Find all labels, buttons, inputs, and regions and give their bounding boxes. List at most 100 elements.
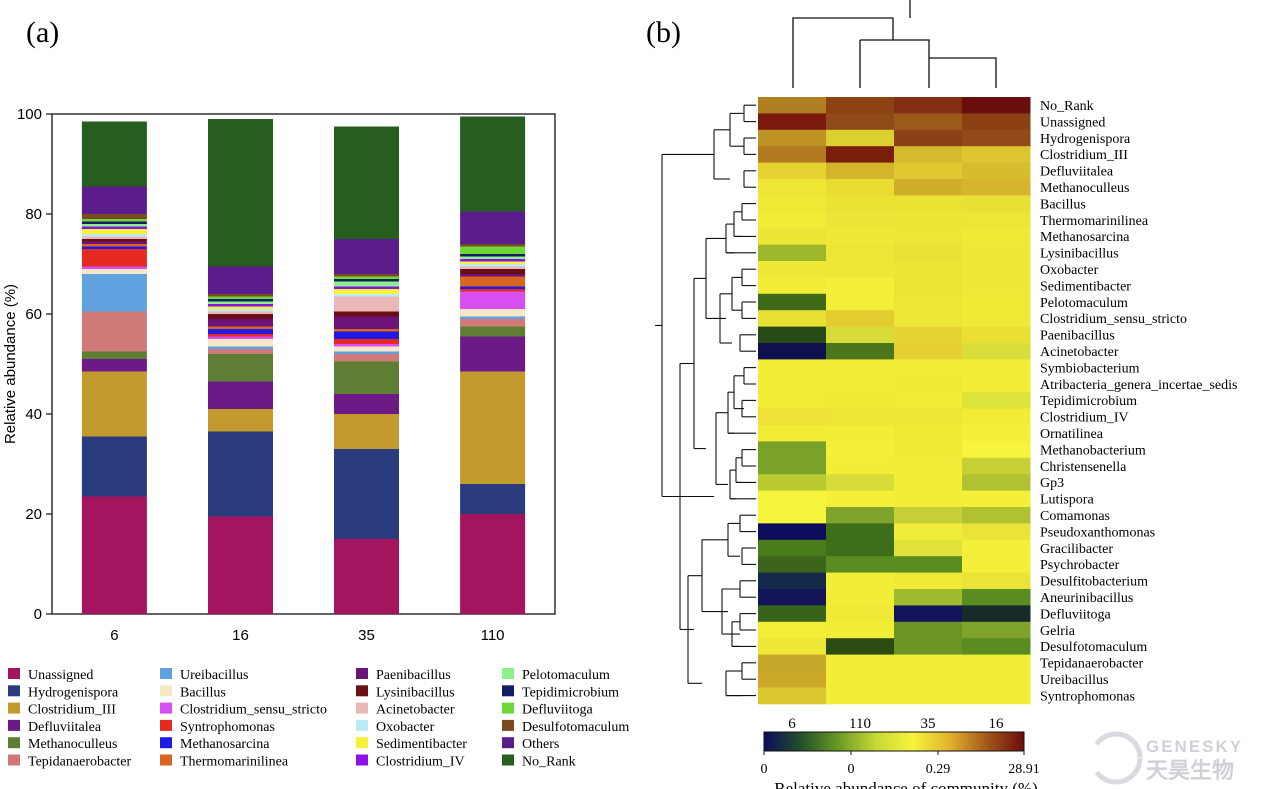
bar-segment [208, 294, 273, 297]
logo-brand-cn: 天昊生物 [1146, 758, 1234, 783]
bar-segment [460, 254, 526, 257]
bar-segment [460, 259, 526, 262]
heatmap-cell [758, 343, 827, 360]
heatmap-cell [894, 621, 963, 639]
legend-label: Paenibacillus [376, 668, 451, 683]
heatmap-cell [962, 490, 1031, 508]
bar-segment [81, 234, 147, 237]
legend-swatch [356, 737, 368, 749]
bar-segment [460, 514, 526, 614]
bar-segment [208, 319, 273, 327]
row-label: Christensenella [1040, 460, 1127, 475]
legend-swatch [356, 702, 368, 714]
bar-segment [81, 214, 147, 219]
bar-segment [334, 296, 399, 312]
bar-segment [460, 316, 526, 319]
bar-segment [334, 274, 399, 277]
heatmap-cell [826, 310, 895, 328]
heatmap-cell [826, 474, 895, 492]
legend-swatch [8, 719, 20, 731]
legend-label: Methanosarcina [180, 737, 270, 752]
legend-label: Methanoculleus [28, 737, 117, 752]
legend-label: Oxobacter [376, 720, 435, 735]
heatmap-cell [894, 572, 963, 590]
bar-segment [460, 291, 526, 309]
heatmap-cell [962, 474, 1031, 492]
heatmap-cell [758, 539, 827, 557]
heatmap-cell [962, 539, 1031, 557]
heatmap-cell [894, 310, 963, 328]
heatmap-cell [962, 310, 1031, 328]
legend-swatch [502, 719, 514, 731]
heatmap-cell [894, 589, 963, 606]
heatmap-cell [826, 523, 895, 541]
legend-swatch [356, 719, 368, 731]
heatmap-cell [758, 572, 827, 590]
heatmap-cell [962, 556, 1031, 574]
y-tick-label: 80 [25, 206, 42, 223]
row-label: Unassigned [1040, 115, 1105, 130]
heatmap-cell [962, 113, 1031, 131]
heatmap-cell [758, 195, 827, 213]
row-label: Symbiobacterium [1040, 361, 1140, 376]
bar-segment [460, 289, 526, 292]
heatmap-cell [758, 261, 827, 278]
bar-segment [460, 336, 526, 372]
row-label: No_Rank [1040, 99, 1094, 114]
legend-label: Tepidanaerobacter [28, 755, 132, 770]
legend-label: Others [522, 737, 559, 752]
heatmap-cell [962, 277, 1031, 295]
bar-segment [208, 326, 273, 329]
row-label: Thermomarinilinea [1040, 214, 1149, 229]
bar-segment [81, 219, 147, 222]
heatmap-cell [962, 244, 1031, 262]
heatmap-cell [826, 195, 895, 213]
heatmap-cell [894, 523, 963, 541]
row-label: Gelria [1040, 624, 1076, 639]
row-label: Tepidanaerobacter [1040, 657, 1144, 672]
bar-segment [334, 346, 399, 352]
heatmap-cell [758, 375, 827, 393]
bar-segment [334, 449, 399, 539]
legend-swatch [502, 754, 514, 766]
legend-label: Clostridium_sensu_stricto [180, 703, 327, 718]
bar-segment [460, 371, 526, 484]
row-label: Desulfitobacterium [1040, 575, 1148, 590]
heatmap-cell [962, 179, 1031, 196]
heatmap-cell [962, 654, 1031, 672]
x-tick-label: 35 [358, 627, 375, 644]
row-label: Tepidimicrobium [1040, 394, 1137, 409]
bar-segment [460, 116, 526, 212]
panel-b-label: (b) [646, 16, 681, 49]
heatmap-cell [758, 277, 827, 295]
bar-segment [208, 314, 273, 319]
heatmap-cell [894, 654, 963, 672]
y-tick-label: 40 [25, 406, 42, 423]
heatmap-cell [826, 605, 895, 623]
legend-swatch [502, 737, 514, 749]
legend-label: No_Rank [522, 755, 576, 770]
bar-segment [334, 351, 399, 354]
heatmap-cell [894, 490, 963, 508]
row-label: Lysinibacillus [1040, 247, 1119, 262]
heatmap-cell [894, 343, 963, 360]
row-label: Methanosarcina [1040, 230, 1130, 245]
heatmap-cell [826, 261, 895, 278]
legend-label: Pelotomaculum [522, 668, 610, 683]
legend-label: Thermomarinilinea [180, 755, 289, 770]
x-tick-label: 110 [481, 627, 505, 644]
legend-label: Ureibacillus [180, 668, 248, 683]
bar-segment [208, 329, 273, 334]
bar-segment [334, 316, 399, 329]
bar-segment [334, 539, 399, 614]
row-label: Comamonas [1040, 509, 1110, 524]
heatmap-cell [962, 572, 1031, 590]
heatmap-cell [826, 507, 895, 524]
bar-segment [208, 304, 273, 307]
bar-segment [81, 226, 147, 229]
heatmap-cell [758, 97, 827, 114]
legend-label: Clostridium_IV [376, 755, 465, 770]
heatmap-cell [826, 277, 895, 295]
heatmap-cell [962, 441, 1031, 459]
legend-swatch [502, 702, 514, 714]
